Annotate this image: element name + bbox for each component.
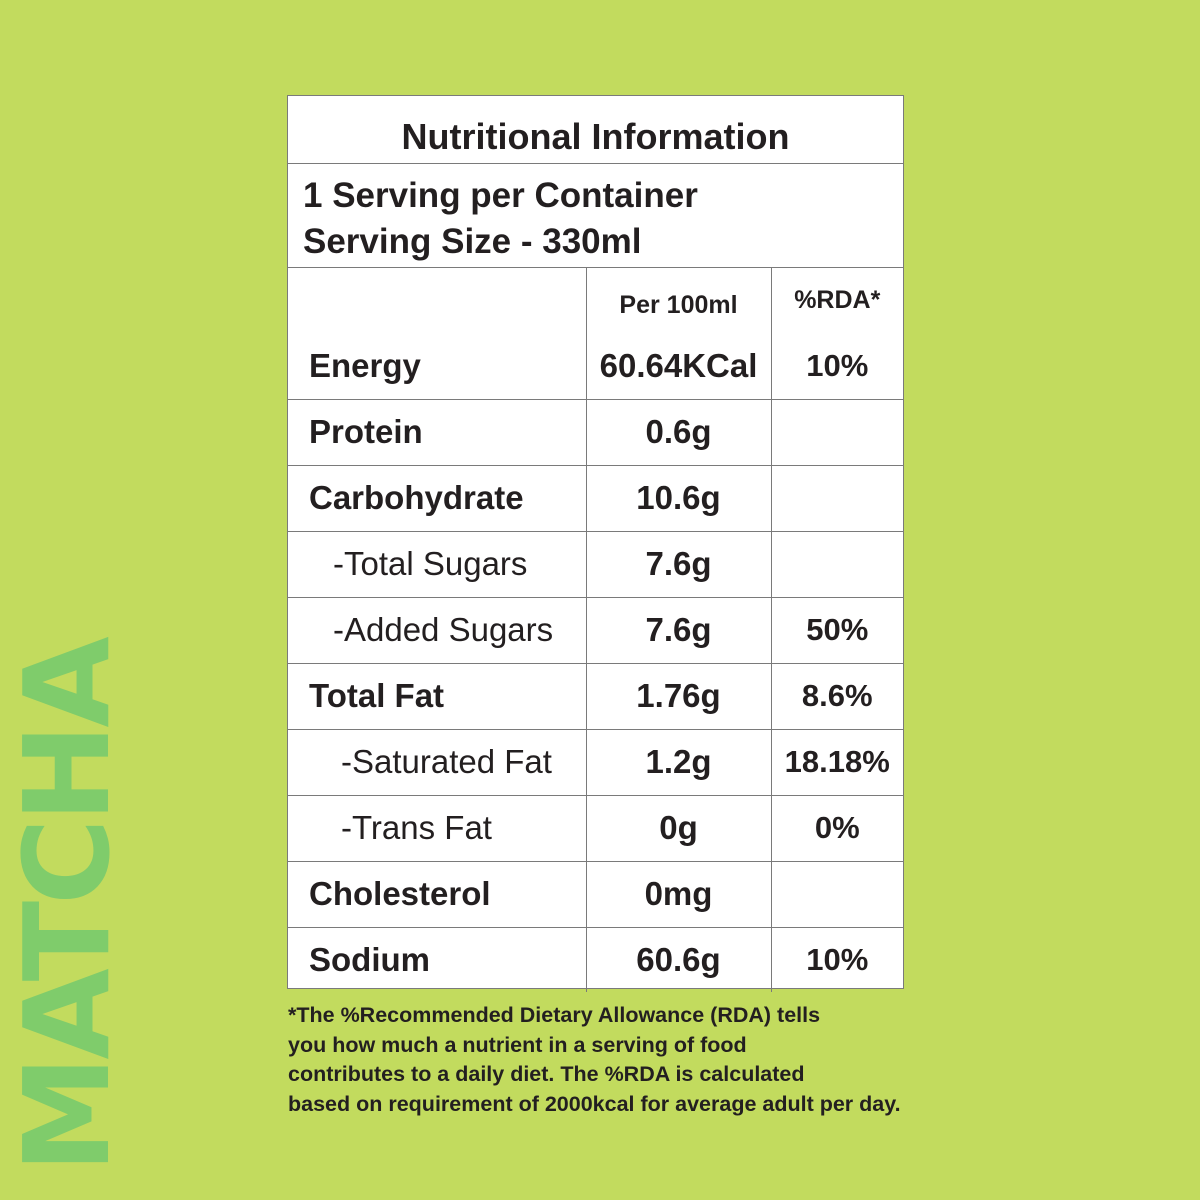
brand-side-text: MATCHA (0, 640, 136, 1173)
table-row: Protein 0.6g (288, 399, 903, 466)
footnote-line: contributes to a daily diet. The %RDA is… (288, 1062, 805, 1086)
nutrient-rda: 8.6% (771, 663, 903, 730)
nutrient-per-100ml: 7.6g (586, 531, 772, 598)
nutrient-name: Total Fat (288, 663, 587, 730)
nutrient-rda (771, 861, 903, 928)
nutrient-per-100ml: 7.6g (586, 597, 772, 664)
nutrient-per-100ml: 0.6g (586, 399, 772, 466)
nutrient-name: -Total Sugars (288, 531, 587, 598)
nutrient-rda: 10% (806, 941, 869, 977)
nutrient-rda (771, 465, 903, 532)
nutrient-rda (771, 531, 903, 598)
table-row: -Trans Fat 0g 0% (288, 795, 903, 862)
table-header-row: Per 100ml %RDA* (288, 268, 903, 333)
nutrient-name: Carbohydrate (288, 465, 587, 532)
nutrient-per-100ml: 1.76g (586, 663, 772, 730)
table-row: Sodium 60.6g 10% (288, 927, 903, 992)
rda-footnote: *The %Recommended Dietary Allowance (RDA… (288, 1001, 1088, 1119)
header-per-100ml: Per 100ml (586, 268, 772, 333)
footnote-line: based on requirement of 2000kcal for ave… (288, 1091, 901, 1116)
nutrient-name: -Saturated Fat (288, 729, 587, 796)
table-row: -Added Sugars 7.6g 50% (288, 597, 903, 664)
table-row: -Total Sugars 7.6g (288, 531, 903, 598)
nutrient-rda: 18.18% (771, 729, 903, 796)
nutrient-name: Cholesterol (288, 861, 587, 928)
nutrient-name: Energy (288, 333, 587, 400)
header-rda: %RDA* (794, 286, 881, 314)
header-nutrient (288, 268, 587, 333)
footnote-line: you how much a nutrient in a serving of … (288, 1032, 747, 1057)
nutrient-rda: 10% (771, 333, 903, 400)
nutrient-name: Protein (288, 399, 587, 466)
servings-per-container: 1 Serving per Container (303, 176, 698, 215)
nutrient-rda: 0% (771, 795, 903, 862)
table-row: Cholesterol 0mg (288, 861, 903, 928)
nutrient-per-100ml: 10.6g (586, 465, 772, 532)
nutrient-per-100ml: 0g (586, 795, 772, 862)
nutrient-name: Sodium (288, 927, 587, 992)
serving-size: Serving Size - 330ml (303, 222, 642, 261)
table-row: -Saturated Fat 1.2g 18.18% (288, 729, 903, 796)
nutrient-rda: 50% (771, 597, 903, 664)
nutrient-per-100ml: 60.6g (586, 927, 772, 992)
nutrition-table: Per 100ml %RDA* Energy 60.64KCal 10% Protei… (288, 268, 903, 992)
nutrition-label: Nutritional Information 1 Serving per Co… (287, 95, 904, 992)
nutrient-rda (771, 399, 903, 466)
nutrient-per-100ml: 60.64KCal (586, 333, 772, 400)
label-title: Nutritional Information (288, 96, 903, 164)
table-row: Total Fat 1.76g 8.6% (288, 663, 903, 730)
nutrient-per-100ml: 0mg (586, 861, 772, 928)
nutrient-name: -Trans Fat (288, 795, 587, 862)
nutrient-per-100ml: 1.2g (586, 729, 772, 796)
serving-info: 1 Serving per Container Serving Size - 3… (288, 164, 903, 268)
footnote-line: *The %Recommended Dietary Allowance (RDA… (288, 1003, 821, 1027)
table-row: Energy 60.64KCal 10% (288, 333, 903, 400)
table-row: Carbohydrate 10.6g (288, 465, 903, 532)
nutrient-name: -Added Sugars (288, 597, 587, 664)
